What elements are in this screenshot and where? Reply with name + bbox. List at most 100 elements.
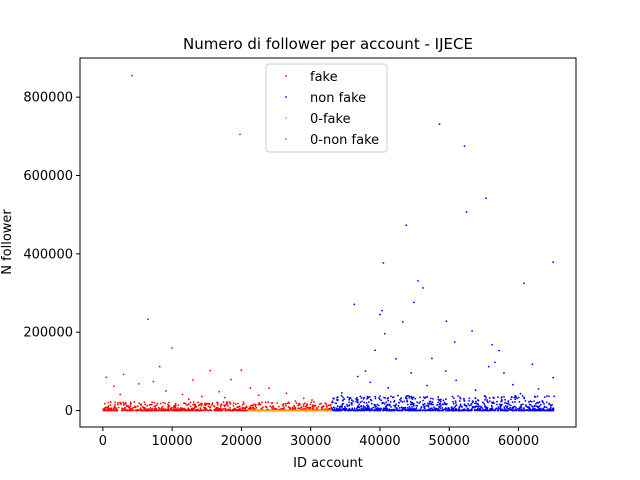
point-fake	[202, 409, 205, 412]
point-fake	[177, 404, 180, 407]
point-fake	[231, 409, 234, 412]
point-fake	[282, 405, 285, 408]
point-non-fake	[374, 395, 377, 398]
points-layer	[102, 74, 556, 412]
point-non-fake	[357, 404, 359, 407]
point-fake	[137, 383, 140, 385]
point-fake	[153, 401, 156, 404]
point-fake	[309, 406, 312, 409]
point-non-fake	[429, 400, 432, 403]
point-non-fake	[369, 398, 372, 401]
point-non-fake	[366, 404, 369, 407]
point-fake	[268, 387, 271, 390]
point-non-fake	[393, 404, 395, 407]
point-fake	[252, 404, 254, 407]
point-fake	[136, 405, 139, 408]
point-fake	[225, 403, 228, 406]
point-fake	[211, 403, 213, 406]
point-non-fake	[401, 401, 404, 403]
point-non-fake	[406, 400, 409, 403]
point-fake	[324, 402, 327, 405]
point-non-fake	[522, 403, 524, 406]
point-fake	[320, 402, 322, 405]
point-non-fake	[369, 381, 372, 384]
point-fake	[190, 407, 193, 410]
point-non-fake	[353, 407, 356, 410]
point-non-fake	[415, 407, 418, 409]
point-non-fake	[348, 404, 351, 406]
point-fake	[106, 407, 109, 410]
point-non-fake	[522, 407, 525, 409]
point-fake	[243, 407, 246, 410]
point-fake	[209, 406, 211, 409]
point-non-fake	[458, 400, 461, 402]
point-fake	[200, 405, 203, 407]
point-non-fake	[498, 407, 500, 410]
point-non-fake	[549, 406, 552, 409]
point-non-fake	[395, 407, 398, 409]
point-fake	[204, 409, 207, 412]
point-fake	[163, 409, 165, 412]
point-non-fake	[370, 407, 373, 410]
point-non-fake	[359, 401, 362, 404]
point-fake	[156, 402, 159, 405]
point-non-fake	[401, 407, 404, 409]
point-non-fake	[523, 282, 525, 285]
legend-marker-0-fake	[285, 117, 287, 119]
point-fake	[164, 409, 167, 412]
point-non-fake	[514, 400, 516, 403]
point-non-fake	[355, 407, 358, 410]
point-fake	[321, 407, 323, 409]
point-0-fake	[319, 409, 322, 412]
point-fake	[157, 406, 160, 409]
point-fake	[289, 407, 292, 410]
point-fake	[124, 402, 127, 405]
point-non-fake	[513, 396, 516, 399]
point-fake	[122, 404, 125, 406]
point-non-fake	[533, 395, 536, 398]
point-non-fake	[457, 395, 459, 397]
point-non-fake	[335, 407, 338, 410]
point-0-fake	[285, 409, 287, 412]
point-fake	[175, 409, 178, 412]
point-non-fake	[515, 409, 518, 412]
point-non-fake	[509, 404, 512, 407]
point-non-fake	[507, 402, 510, 404]
point-non-fake	[387, 386, 390, 389]
point-non-fake	[483, 395, 486, 398]
point-non-fake	[470, 402, 473, 405]
point-fake	[102, 409, 105, 412]
legend-marker-non-fake	[285, 96, 287, 98]
point-non-fake	[472, 405, 474, 408]
point-non-fake	[408, 406, 411, 408]
point-non-fake	[332, 406, 335, 409]
point-0-fake	[297, 409, 300, 412]
point-non-fake	[454, 401, 457, 404]
point-fake	[315, 407, 318, 409]
point-non-fake	[386, 403, 389, 406]
point-non-fake	[417, 279, 419, 282]
point-non-fake	[406, 403, 409, 406]
point-fake	[143, 401, 146, 404]
point-non-fake	[359, 395, 362, 398]
point-0-fake	[288, 409, 291, 412]
point-fake	[306, 404, 309, 406]
point-non-fake	[375, 405, 378, 408]
point-non-fake	[355, 400, 358, 403]
point-fake	[198, 409, 201, 412]
point-non-fake	[408, 409, 411, 412]
point-fake	[119, 393, 122, 396]
point-fake	[271, 402, 274, 404]
point-non-fake	[494, 408, 497, 411]
point-non-fake	[361, 400, 363, 403]
point-non-fake	[534, 409, 537, 412]
point-non-fake	[403, 400, 406, 403]
point-non-fake	[372, 406, 375, 409]
point-non-fake	[486, 400, 489, 403]
point-non-fake	[383, 396, 385, 399]
point-fake	[108, 409, 111, 412]
point-non-fake	[492, 401, 495, 404]
point-non-fake	[437, 396, 440, 398]
point-non-fake	[500, 405, 502, 407]
point-fake	[239, 407, 241, 410]
